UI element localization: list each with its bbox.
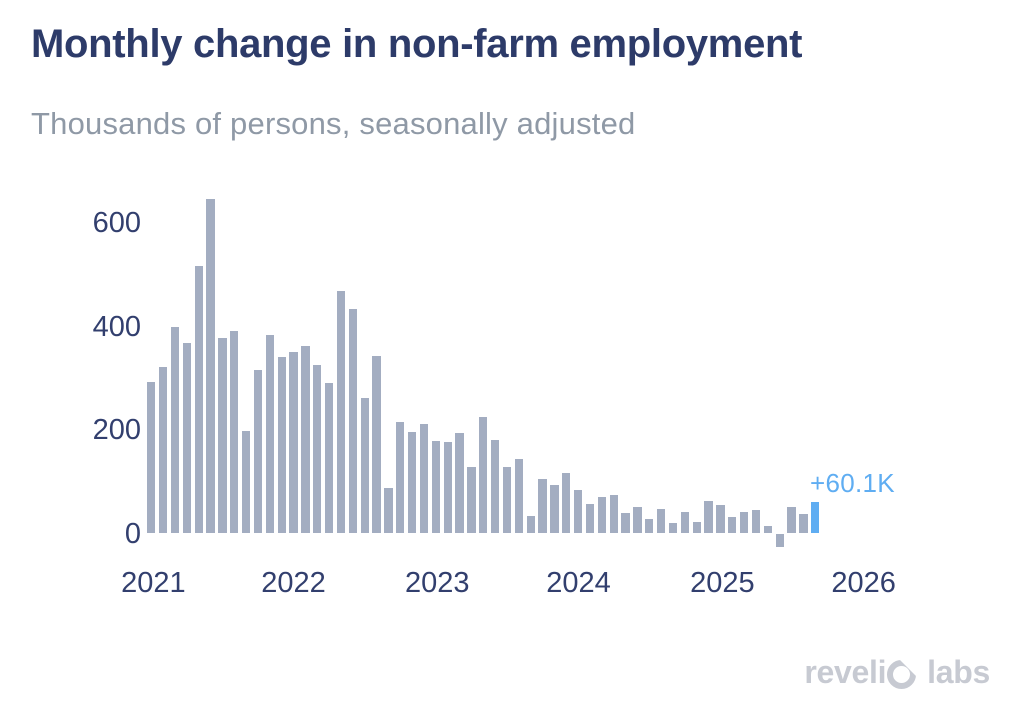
bar-2022-01 — [289, 351, 298, 534]
chart-title: Monthly change in non-farm employment — [31, 22, 803, 66]
bar-2023-06 — [490, 440, 500, 534]
x-axis-label-2022: 2022 — [261, 567, 326, 599]
bar-2023-03 — [455, 433, 464, 534]
bar-2021-07 — [218, 338, 227, 534]
chart-subtitle: Thousands of persons, seasonally adjuste… — [31, 106, 636, 141]
bar-2021-03 — [170, 327, 180, 534]
bar-2023-01 — [431, 441, 441, 534]
bar-2022-10 — [396, 422, 405, 534]
x-axis-label-2023: 2023 — [405, 567, 470, 599]
latest-value-label: +60.1K — [810, 468, 895, 498]
bar-2022-05 — [336, 290, 346, 534]
bar-2024-01 — [573, 489, 583, 534]
revelio-labs-logo: reveli labs — [804, 654, 990, 691]
bar-2025-09 — [811, 502, 820, 534]
bar-2025-08 — [799, 514, 808, 534]
bar-2021-01 — [147, 382, 156, 534]
bar-2022-07 — [360, 397, 369, 534]
bar-2022-03 — [313, 365, 322, 534]
bar-2024-12 — [704, 501, 713, 534]
bar-2023-04 — [467, 466, 476, 534]
bar-2025-02 — [728, 516, 737, 534]
bar-2022-09 — [384, 487, 393, 534]
bar-2021-05 — [194, 266, 203, 534]
bar-2024-08 — [656, 509, 666, 534]
bar-2021-12 — [277, 357, 286, 534]
bar-2025-04 — [751, 509, 761, 534]
bar-2025-07 — [787, 506, 796, 534]
y-axis-label-200: 200 — [92, 414, 141, 447]
bar-2023-12 — [562, 472, 571, 534]
bar-2022-06 — [348, 309, 358, 534]
bar-2022-12 — [419, 423, 429, 534]
bar-2021-02 — [158, 367, 168, 534]
bar-2021-08 — [230, 331, 239, 534]
bar-2023-02 — [443, 441, 452, 534]
bar-2025-05 — [763, 525, 773, 534]
bar-2021-10 — [253, 369, 263, 534]
bar-2024-03 — [597, 497, 607, 534]
bar-2021-11 — [265, 334, 275, 534]
x-axis-label-2021: 2021 — [121, 567, 186, 599]
bar-2023-08 — [514, 459, 524, 534]
y-axis-label-600: 600 — [92, 207, 141, 240]
bar-2021-06 — [206, 198, 215, 534]
bar-2023-05 — [479, 417, 488, 534]
x-axis-label-2025: 2025 — [690, 567, 755, 599]
y-axis-label-400: 400 — [92, 310, 141, 343]
x-axis-label-2026: 2026 — [831, 567, 896, 599]
bar-2025-03 — [739, 511, 749, 534]
bar-2025-01 — [716, 505, 725, 534]
bar-2022-02 — [301, 345, 310, 534]
revelio-o-icon — [887, 659, 918, 689]
x-axis-label-2024: 2024 — [546, 567, 611, 599]
bar-2024-04 — [609, 495, 618, 534]
bar-2024-05 — [621, 512, 630, 534]
bar-2024-11 — [692, 521, 701, 534]
bar-2021-04 — [182, 342, 192, 534]
bar-2024-02 — [585, 503, 595, 534]
bar-2024-10 — [680, 512, 690, 534]
logo-text-reveli: reveli — [804, 654, 887, 690]
bar-2022-08 — [372, 355, 381, 534]
bar-2023-09 — [526, 516, 535, 534]
bar-2024-09 — [668, 522, 678, 534]
bar-2023-07 — [502, 466, 512, 534]
bar-2021-09 — [241, 430, 251, 534]
y-axis-label-0: 0 — [124, 517, 141, 550]
bar-2022-11 — [407, 432, 417, 534]
logo-text-labs: labs — [927, 654, 990, 690]
bar-2024-06 — [633, 506, 642, 534]
bar-2025-06 — [775, 533, 784, 548]
bar-2024-07 — [645, 519, 654, 534]
bar-2023-11 — [550, 484, 559, 534]
bar-2023-10 — [538, 479, 547, 534]
bar-2022-04 — [324, 383, 334, 534]
